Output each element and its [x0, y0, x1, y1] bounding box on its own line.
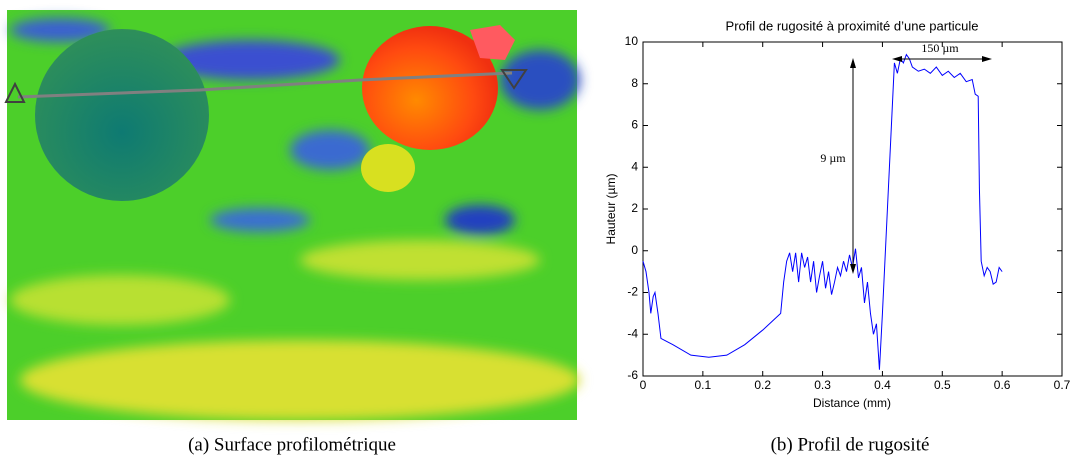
x-tick-label: 0.5	[934, 378, 951, 392]
y-tick-label: 6	[631, 118, 638, 132]
x-tick-label: 0.3	[814, 378, 831, 392]
x-tick-label: 0.1	[695, 378, 712, 392]
x-tick-label: 0	[640, 378, 647, 392]
x-tick-label: 0.2	[754, 378, 771, 392]
y-tick-label: -2	[627, 285, 638, 299]
x-tick-label: 0.7	[1054, 378, 1071, 392]
arrow-head	[982, 56, 992, 62]
arrow-head	[850, 264, 856, 274]
y-tick-label: 4	[631, 159, 638, 173]
y-tick-label: 2	[631, 201, 638, 215]
surface-image	[4, 10, 580, 420]
y-axis-label: Hauteur (µm)	[604, 174, 618, 245]
arrow-head	[850, 58, 856, 68]
data-line	[642, 53, 1003, 370]
x-tick-label: 0.6	[994, 378, 1011, 392]
caption: (a) Surface profilométrique	[188, 434, 396, 455]
y-tick-label: 10	[625, 34, 639, 48]
y-tick-label: -4	[627, 326, 638, 340]
arrow-head	[892, 56, 902, 62]
annotation: 150 µm	[921, 41, 959, 55]
y-tick-label: 0	[631, 243, 638, 257]
x-tick-label: 0.4	[874, 378, 891, 392]
annotation: 9 µm	[820, 151, 846, 165]
y-tick-label: -6	[627, 368, 638, 382]
chart: Profil de rugosité à proximité d’une par…	[604, 18, 992, 410]
chart-title: Profil de rugosité à proximité d’une par…	[726, 18, 979, 33]
caption: (b) Profil de rugosité	[771, 434, 930, 455]
x-axis-label: Distance (mm)	[813, 396, 891, 410]
y-tick-label: 8	[631, 76, 638, 90]
